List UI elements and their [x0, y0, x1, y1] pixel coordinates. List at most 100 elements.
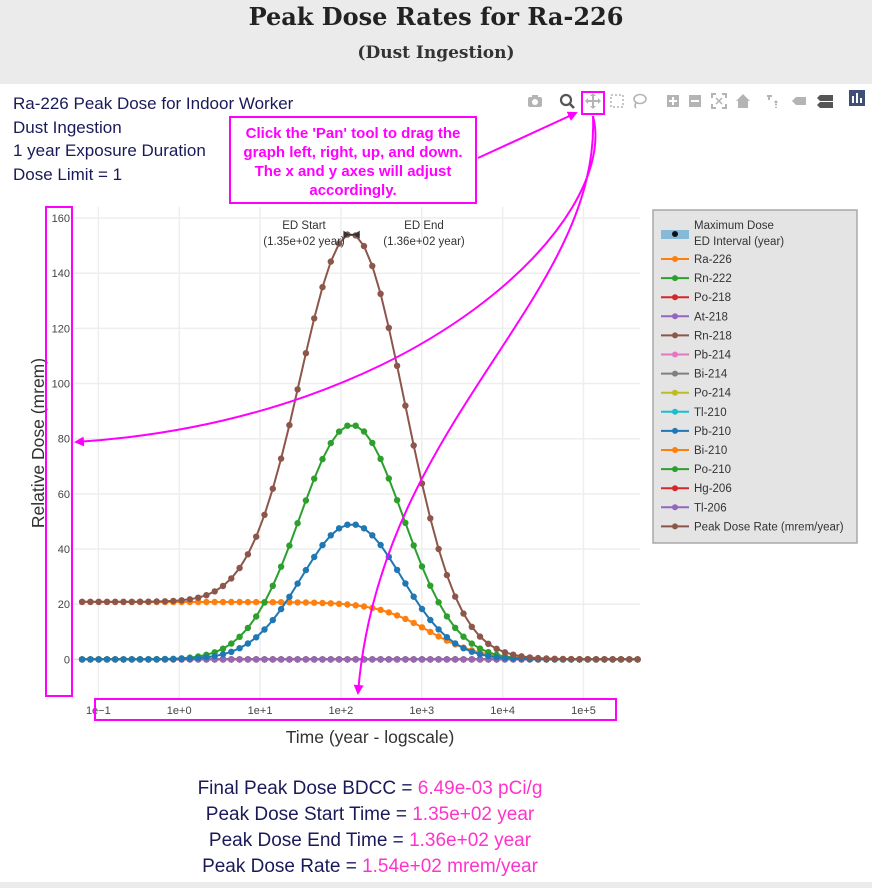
- data-point[interactable]: [493, 656, 500, 663]
- data-point[interactable]: [128, 656, 135, 663]
- data-point[interactable]: [410, 656, 417, 663]
- data-point[interactable]: [186, 656, 194, 663]
- data-point[interactable]: [120, 656, 127, 663]
- data-point[interactable]: [352, 656, 359, 663]
- data-point[interactable]: [87, 656, 94, 663]
- data-point[interactable]: [112, 656, 119, 663]
- data-point[interactable]: [543, 656, 550, 663]
- data-point[interactable]: [161, 656, 169, 663]
- data-point[interactable]: [559, 656, 567, 663]
- data-point[interactable]: [584, 656, 591, 663]
- data-point[interactable]: [385, 324, 392, 331]
- data-point[interactable]: [352, 656, 359, 663]
- data-point[interactable]: [186, 656, 194, 663]
- data-point[interactable]: [161, 656, 169, 663]
- data-point[interactable]: [87, 656, 94, 663]
- data-point[interactable]: [601, 656, 608, 663]
- data-point[interactable]: [584, 656, 591, 663]
- data-point[interactable]: [236, 656, 243, 663]
- data-point[interactable]: [253, 656, 260, 663]
- data-point[interactable]: [576, 656, 583, 663]
- data-point[interactable]: [311, 553, 318, 561]
- data-point[interactable]: [468, 656, 475, 663]
- data-point[interactable]: [269, 656, 276, 663]
- data-point[interactable]: [136, 656, 144, 663]
- data-point[interactable]: [634, 656, 641, 663]
- data-point[interactable]: [634, 656, 641, 663]
- data-point[interactable]: [170, 656, 177, 663]
- data-point[interactable]: [195, 656, 202, 663]
- data-point[interactable]: [352, 232, 359, 239]
- data-point[interactable]: [95, 656, 102, 663]
- data-point[interactable]: [112, 656, 119, 663]
- data-point[interactable]: [219, 656, 227, 663]
- data-point[interactable]: [261, 656, 268, 663]
- data-point[interactable]: [311, 656, 318, 663]
- data-point[interactable]: [592, 656, 600, 663]
- data-point[interactable]: [352, 656, 359, 663]
- data-point[interactable]: [377, 656, 384, 663]
- data-point[interactable]: [543, 656, 550, 663]
- data-point[interactable]: [443, 656, 451, 663]
- data-point[interactable]: [244, 656, 252, 663]
- data-point[interactable]: [393, 362, 401, 369]
- data-point[interactable]: [277, 656, 285, 663]
- data-point[interactable]: [369, 656, 376, 663]
- data-point[interactable]: [460, 656, 467, 663]
- data-point[interactable]: [468, 656, 475, 663]
- data-point[interactable]: [128, 598, 135, 606]
- data-point[interactable]: [153, 598, 160, 606]
- data-point[interactable]: [609, 656, 616, 663]
- data-point[interactable]: [377, 455, 384, 463]
- data-point[interactable]: [203, 598, 210, 606]
- data-point[interactable]: [427, 656, 434, 663]
- data-point[interactable]: [402, 580, 409, 587]
- data-point[interactable]: [136, 598, 144, 606]
- data-point[interactable]: [261, 656, 268, 663]
- data-point[interactable]: [510, 656, 517, 663]
- data-point[interactable]: [584, 656, 591, 663]
- data-point[interactable]: [476, 656, 484, 663]
- data-point[interactable]: [609, 656, 616, 663]
- data-point[interactable]: [253, 533, 260, 540]
- data-point[interactable]: [186, 656, 194, 663]
- data-point[interactable]: [302, 656, 310, 663]
- data-point[interactable]: [427, 656, 434, 663]
- data-point[interactable]: [186, 656, 194, 663]
- data-point[interactable]: [228, 656, 235, 663]
- data-point[interactable]: [103, 656, 111, 663]
- data-point[interactable]: [609, 656, 616, 663]
- data-point[interactable]: [526, 656, 533, 663]
- data-point[interactable]: [626, 656, 633, 663]
- data-point[interactable]: [418, 656, 426, 663]
- data-point[interactable]: [253, 656, 260, 663]
- data-point[interactable]: [294, 656, 301, 663]
- data-point[interactable]: [211, 656, 218, 663]
- data-point[interactable]: [443, 637, 451, 644]
- data-point[interactable]: [136, 656, 144, 663]
- data-point[interactable]: [435, 633, 442, 640]
- data-point[interactable]: [410, 656, 417, 663]
- data-point[interactable]: [501, 656, 509, 663]
- data-point[interactable]: [369, 656, 376, 663]
- data-point[interactable]: [559, 656, 567, 663]
- data-point[interactable]: [584, 656, 591, 663]
- data-point[interactable]: [277, 656, 285, 663]
- data-point[interactable]: [211, 656, 218, 663]
- data-point[interactable]: [617, 656, 625, 663]
- data-point[interactable]: [518, 654, 525, 661]
- data-point[interactable]: [360, 428, 368, 435]
- data-point[interactable]: [203, 656, 210, 663]
- data-point[interactable]: [418, 656, 426, 663]
- data-point[interactable]: [244, 656, 252, 663]
- data-point[interactable]: [228, 656, 235, 663]
- data-point[interactable]: [468, 623, 475, 630]
- data-point[interactable]: [95, 656, 102, 663]
- data-point[interactable]: [501, 654, 509, 662]
- data-point[interactable]: [327, 656, 334, 663]
- data-point[interactable]: [153, 656, 160, 663]
- data-point[interactable]: [78, 656, 86, 663]
- data-point[interactable]: [170, 656, 177, 663]
- data-point[interactable]: [452, 641, 459, 648]
- data-point[interactable]: [626, 656, 633, 663]
